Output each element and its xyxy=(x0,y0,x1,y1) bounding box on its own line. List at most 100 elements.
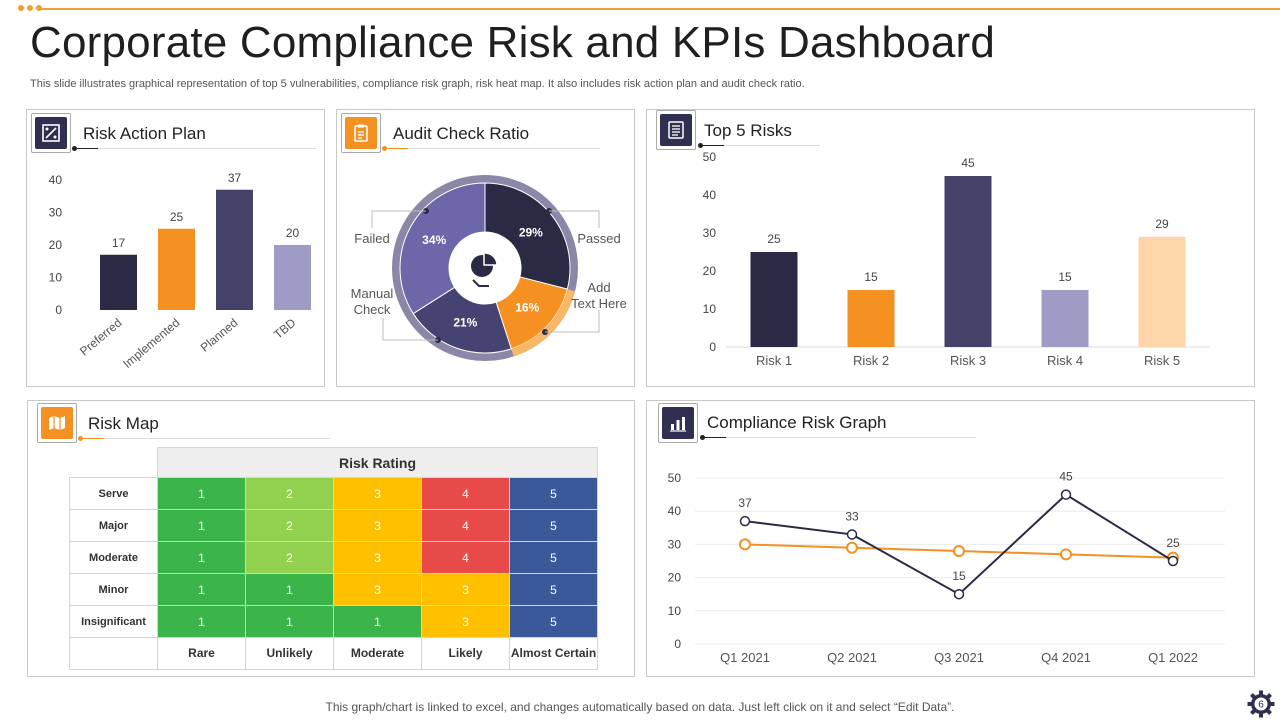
x-tick-label: Risk 1 xyxy=(756,353,792,368)
risk-map-table: Risk Rating Serve 1 2 3 4 5 Major 1 2 3 4 5 Moderate… xyxy=(69,447,598,670)
slice-percent-label: 16% xyxy=(515,301,539,315)
risk-map-cell: 1 xyxy=(245,605,334,638)
data-label: 17 xyxy=(112,236,126,250)
risk-map-cell: 1 xyxy=(157,509,246,542)
data-point xyxy=(1167,555,1179,567)
data-label: 15 xyxy=(1058,270,1072,284)
data-point xyxy=(846,541,858,554)
panel-rule xyxy=(408,148,600,149)
leader-line xyxy=(545,310,600,333)
risk-map-cell: 1 xyxy=(157,477,246,510)
x-tick-label: Risk 2 xyxy=(853,353,889,368)
map-icon xyxy=(37,403,77,443)
panel-underline xyxy=(702,437,726,438)
y-tick-label: 10 xyxy=(703,302,717,316)
risk-action-plan-chart: 0 10 20 30 40 17 Preferred 25 Implemented 37 Plann… xyxy=(49,171,311,371)
panel-rule xyxy=(98,148,316,149)
risk-map-cell: 1 xyxy=(157,573,246,606)
slice-label: Check xyxy=(354,302,391,317)
y-tick-label: 30 xyxy=(668,537,682,551)
risk-map-cell: 1 xyxy=(333,605,422,638)
y-tick-label: 50 xyxy=(703,150,717,164)
risk-map-cell: 4 xyxy=(421,509,510,542)
y-tick-label: 40 xyxy=(49,173,63,187)
risk-map-column-label: Moderate xyxy=(333,637,422,670)
data-label: 29 xyxy=(1155,217,1169,231)
risk-map-cell: 3 xyxy=(333,573,422,606)
risk-map-cell: 3 xyxy=(333,477,422,510)
panel-underline-dot xyxy=(698,143,703,148)
risk-map-cell: 3 xyxy=(421,573,510,606)
risk-map-cell: 5 xyxy=(509,605,598,638)
data-point xyxy=(1060,489,1072,500)
panel-underline-dot xyxy=(700,435,705,440)
x-tick-label: Preferred xyxy=(77,316,124,359)
footer-note: This graph/chart is linked to excel, and… xyxy=(325,700,955,714)
risk-map-column-label: Unlikely xyxy=(245,637,334,670)
page-subtitle: This slide illustrates graphical represe… xyxy=(30,78,805,90)
panel-underline xyxy=(80,438,104,439)
bar xyxy=(100,254,137,310)
risk-map-row-label: Serve xyxy=(69,477,158,510)
y-tick-label: 10 xyxy=(668,604,682,618)
bar xyxy=(847,290,895,347)
page-title: Corporate Compliance Risk and KPIs Dashb… xyxy=(30,18,996,67)
risk-map-cell: 4 xyxy=(421,541,510,574)
risk-rating-header: Risk Rating xyxy=(157,447,598,478)
risk-map-cell: 2 xyxy=(245,541,334,574)
compliance-risk-graph-title: Compliance Risk Graph xyxy=(707,413,887,432)
risk-map-cell: 3 xyxy=(421,605,510,638)
slice-label: Manual xyxy=(351,286,394,301)
y-tick-label: 20 xyxy=(703,264,717,278)
slice-percent-label: 21% xyxy=(453,316,477,330)
y-tick-label: 40 xyxy=(668,504,682,518)
panel-underline-dot xyxy=(382,146,387,151)
data-point xyxy=(739,515,751,527)
pie-hand-icon-slice xyxy=(483,252,498,266)
panel-underline-dot xyxy=(78,436,83,441)
x-tick-label: Q2 2021 xyxy=(827,650,877,665)
panel-rule xyxy=(726,437,976,438)
x-tick-label: Risk 4 xyxy=(1047,353,1083,368)
data-point xyxy=(846,529,858,540)
risk-map-corner-bottom xyxy=(69,637,158,670)
risk-map-row-label: Minor xyxy=(69,573,158,606)
list-icon xyxy=(656,110,696,150)
bar xyxy=(1041,290,1089,347)
risk-map-cell: 1 xyxy=(157,541,246,574)
risk-map-row-label: Insignificant xyxy=(69,605,158,638)
risk-map-cell: 5 xyxy=(509,477,598,510)
chart-icon xyxy=(31,113,71,153)
top5-risks-chart: 0 10 20 30 40 50 25 Risk 1 15 Risk 2 45 Risk 3 15 Ris… xyxy=(703,150,1210,368)
header-dots xyxy=(18,5,42,13)
x-tick-label: TBD xyxy=(271,315,299,341)
x-tick-label: Q4 2021 xyxy=(1041,650,1091,665)
risk-map-cell: 5 xyxy=(509,541,598,574)
pie-hand-icon-hand xyxy=(472,279,489,287)
slice-percent-label: 29% xyxy=(519,225,543,239)
bar xyxy=(1138,236,1186,347)
panel-rule xyxy=(724,145,820,146)
data-label: 45 xyxy=(1059,470,1073,484)
y-tick-label: 30 xyxy=(703,226,717,240)
top5-risks-title: Top 5 Risks xyxy=(704,121,792,140)
audit-check-ratio-title: Audit Check Ratio xyxy=(393,124,530,143)
risk-map-cell: 1 xyxy=(245,573,334,606)
clipboard-icon xyxy=(341,113,381,153)
data-point xyxy=(1060,548,1072,561)
page-number: 6 xyxy=(1258,700,1264,711)
bar xyxy=(216,189,253,310)
risk-map-title: Risk Map xyxy=(88,414,159,433)
x-tick-label: Q3 2021 xyxy=(934,650,984,665)
bar xyxy=(750,252,798,347)
panel-underline xyxy=(384,148,408,149)
risk-map-cell: 3 xyxy=(333,541,422,574)
data-label: 20 xyxy=(286,226,300,240)
risk-map-cell: 2 xyxy=(245,509,334,542)
data-label: 15 xyxy=(952,569,966,583)
donut-highlight-ring xyxy=(511,289,576,357)
slice-label: Passed xyxy=(577,231,620,246)
risk-map-cell: 4 xyxy=(421,477,510,510)
leader-line xyxy=(371,210,426,228)
